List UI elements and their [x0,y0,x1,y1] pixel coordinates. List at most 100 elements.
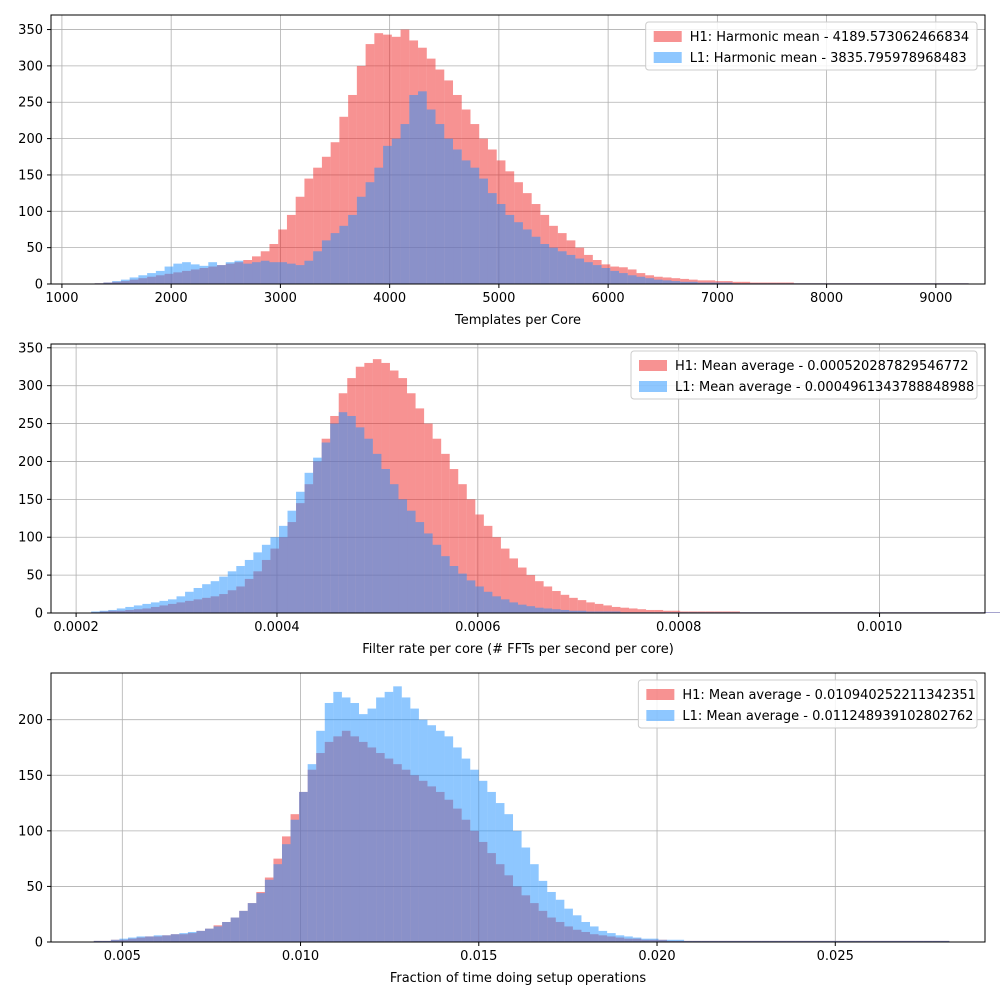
bar [692,940,702,942]
x-tick-label: 0.0010 [857,620,903,635]
bar [688,281,698,284]
bar [458,573,467,613]
y-tick-label: 350 [18,23,43,38]
bar [940,940,950,942]
bar [569,597,578,613]
bar [611,611,621,613]
bar [219,576,228,613]
bar [142,603,151,613]
bar [513,830,522,942]
bar [487,193,497,284]
y-tick-label: 0 [35,278,43,293]
bar [239,910,248,942]
bar [313,457,322,613]
bar [287,510,297,613]
bar [795,940,804,942]
x-tick-label: 0.0006 [455,620,501,635]
bar [723,282,733,284]
bar [741,281,751,284]
bar [803,940,813,942]
legend-label: H1: Harmonic mean - 4189.573062466834 [690,30,969,45]
bar [427,725,437,942]
bar [348,214,357,284]
bar [628,608,638,613]
y-tick-label: 300 [18,59,43,74]
bar [509,602,518,613]
bar [586,602,595,613]
bar [697,280,707,284]
bar [133,605,143,613]
bar [222,921,231,942]
bar [552,591,561,613]
bar [658,939,668,942]
bar [453,747,462,942]
bar [709,940,719,942]
bar [324,703,334,942]
legend-label: H1: Mean average - 0.000520287829546772 [675,359,969,374]
x-tick-label: 0.020 [638,949,675,964]
bar [627,275,637,284]
bar [304,260,314,284]
bar [475,586,484,613]
bar [199,265,209,284]
bar [906,940,916,942]
x-tick-label: 0.0004 [254,620,300,635]
bar [110,939,120,942]
bar [341,697,351,942]
bar [915,940,924,942]
bar [880,940,890,942]
bar [155,270,165,284]
bar [646,609,655,613]
bar [253,552,262,613]
bar [483,591,493,613]
bar [560,594,570,613]
bar [213,926,223,942]
bar [706,282,716,284]
bar [821,940,830,942]
bar [538,880,548,942]
bar [409,94,419,284]
x-tick-label: 4000 [373,291,406,306]
bar [500,548,510,613]
bar [338,412,348,613]
bar [418,719,428,942]
x-tick-label: 5000 [482,291,515,306]
bar [196,930,206,942]
bar [234,260,244,284]
bar [286,263,296,284]
x-tick-label: 7000 [701,291,734,306]
bar [435,124,445,285]
bar [424,423,433,613]
bar [330,142,340,284]
bar [671,610,681,613]
subplot-2: 0.0002 0.0004 0.0006 0.0008 0.0010 0 50 100 150 2… [18,341,1000,657]
bar [594,603,604,613]
bar [566,254,576,284]
bar [391,138,401,284]
bar [398,499,408,613]
y-tick-label: 350 [18,341,43,356]
bar [190,264,200,284]
x-tick-label: 0.025 [817,949,854,964]
bar [91,611,100,613]
bar [636,276,646,284]
bar [761,940,770,942]
axes-frame [50,14,986,285]
bar [374,167,384,284]
bar [376,697,385,942]
bar [400,124,410,285]
bar [389,484,399,613]
bar [838,940,847,942]
legend-box [637,679,978,729]
bar [374,33,384,284]
bar [230,917,240,942]
bar [182,262,191,284]
legend-swatch [653,52,682,63]
bar [99,610,109,613]
bar [590,926,599,942]
bar [129,277,139,284]
bar [778,940,787,942]
bar [153,935,163,942]
bar [444,736,454,942]
subplot-1: 1000 2000 3000 4000 5000 6000 7000 8000 9000 0 50 1… [18,14,986,328]
